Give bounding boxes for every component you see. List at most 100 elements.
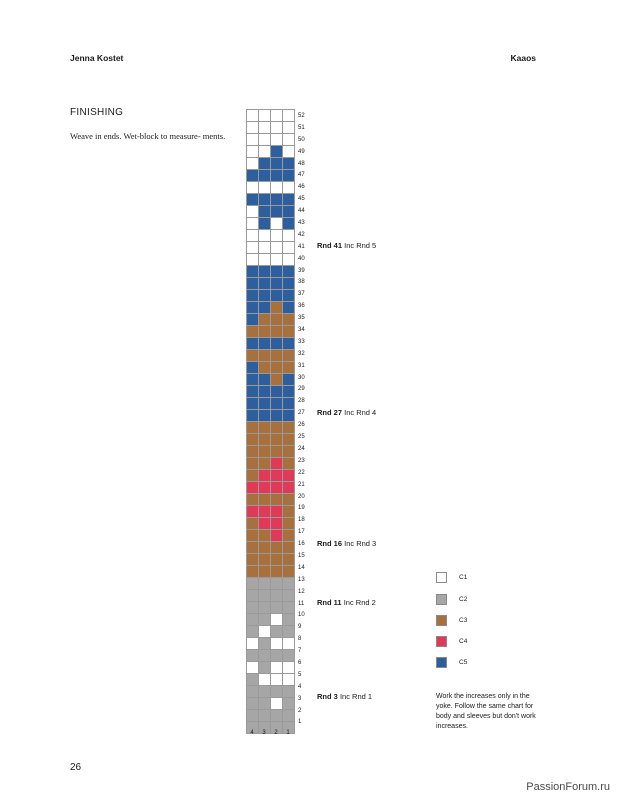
chart-cell bbox=[259, 578, 271, 590]
annotation-rnd-27: Rnd 27 Inc Rnd 4 bbox=[317, 408, 376, 417]
legend-swatch-c5 bbox=[436, 657, 447, 668]
chart-cell bbox=[247, 290, 259, 302]
chart-cell bbox=[259, 482, 271, 494]
chart-cell bbox=[247, 602, 259, 614]
chart-cell bbox=[247, 374, 259, 386]
chart-cell bbox=[271, 230, 283, 242]
chart-cell bbox=[283, 494, 295, 506]
row-number: 8 bbox=[298, 636, 302, 643]
chart-cell bbox=[259, 674, 271, 686]
page-number: 26 bbox=[70, 762, 82, 773]
chart-cell bbox=[259, 194, 271, 206]
chart-cell bbox=[283, 470, 295, 482]
chart-cell bbox=[247, 122, 259, 134]
chart-cell bbox=[271, 554, 283, 566]
chart-cell bbox=[247, 194, 259, 206]
row-number: 4 bbox=[298, 683, 302, 690]
chart-cell bbox=[247, 386, 259, 398]
chart-cell bbox=[259, 254, 271, 266]
chart-cell bbox=[247, 542, 259, 554]
chart-cell bbox=[271, 146, 283, 158]
chart-cell bbox=[247, 674, 259, 686]
row-number: 18 bbox=[298, 517, 305, 524]
chart-cell bbox=[259, 590, 271, 602]
chart-cell bbox=[259, 290, 271, 302]
annotation-rnd-16: Rnd 16 Inc Rnd 3 bbox=[317, 539, 376, 548]
row-numbers: 52 51 50 49 48 47 46 45 44 43 42 41 40 39 38 37 36 35 34 33… bbox=[298, 110, 305, 728]
chart-cell bbox=[271, 458, 283, 470]
row-number: 50 bbox=[298, 136, 305, 143]
chart-cell bbox=[271, 590, 283, 602]
chart-cell bbox=[283, 674, 295, 686]
chart-cell bbox=[247, 446, 259, 458]
chart-cell bbox=[247, 554, 259, 566]
chart-cell bbox=[271, 698, 283, 710]
chart-cell bbox=[247, 278, 259, 290]
chart-cell bbox=[259, 446, 271, 458]
column-number: 4 bbox=[250, 730, 254, 736]
chart-cell bbox=[271, 218, 283, 230]
row-number: 33 bbox=[298, 338, 305, 345]
chart-cell bbox=[271, 578, 283, 590]
chart-cell bbox=[283, 422, 295, 434]
chart-cell bbox=[271, 158, 283, 170]
legend-swatch-c4 bbox=[436, 636, 447, 647]
chart-cell bbox=[283, 722, 295, 734]
chart-cell bbox=[259, 350, 271, 362]
chart-cell bbox=[271, 350, 283, 362]
chart-cell bbox=[271, 278, 283, 290]
chart-cell bbox=[271, 434, 283, 446]
chart-cell bbox=[283, 458, 295, 470]
row-number: 44 bbox=[298, 208, 305, 215]
chart-cell bbox=[247, 242, 259, 254]
chart-cell bbox=[271, 254, 283, 266]
chart-cell bbox=[247, 266, 259, 278]
chart-cell bbox=[271, 242, 283, 254]
legend-label-c1: C1 bbox=[459, 574, 468, 581]
chart-cell bbox=[283, 542, 295, 554]
row-number: 42 bbox=[298, 231, 305, 238]
chart-cell bbox=[283, 170, 295, 182]
chart-cell bbox=[247, 218, 259, 230]
annotation-rnd-3: Rnd 3 Inc Rnd 1 bbox=[317, 692, 372, 701]
row-number: 17 bbox=[298, 529, 305, 536]
annotation-rnd-label: Rnd 3 bbox=[317, 692, 338, 701]
row-number: 22 bbox=[298, 469, 305, 476]
chart-cell bbox=[259, 314, 271, 326]
chart-cell bbox=[283, 146, 295, 158]
legend-swatch-c3 bbox=[436, 615, 447, 626]
chart-cell bbox=[271, 482, 283, 494]
chart-cell bbox=[283, 218, 295, 230]
row-number: 36 bbox=[298, 303, 305, 310]
annotation-rnd-41: Rnd 41 Inc Rnd 5 bbox=[317, 241, 376, 250]
chart-cell bbox=[283, 338, 295, 350]
chart-cell bbox=[247, 398, 259, 410]
chart-cell bbox=[247, 494, 259, 506]
row-number: 15 bbox=[298, 552, 305, 559]
row-number: 29 bbox=[298, 386, 305, 393]
author-name: Jenna Kostet bbox=[70, 53, 124, 63]
chart-cell bbox=[247, 254, 259, 266]
chart-cell bbox=[283, 194, 295, 206]
row-number: 5 bbox=[298, 671, 302, 678]
chart-cell bbox=[283, 362, 295, 374]
chart-cell bbox=[271, 674, 283, 686]
row-number: 23 bbox=[298, 457, 305, 464]
chart-cell bbox=[259, 506, 271, 518]
annotation-rnd-label: Rnd 27 bbox=[317, 408, 343, 417]
row-number: 51 bbox=[298, 124, 305, 131]
chart-cell bbox=[259, 686, 271, 698]
chart-cell bbox=[283, 554, 295, 566]
chart-cell bbox=[271, 338, 283, 350]
row-number: 27 bbox=[298, 410, 305, 417]
chart-cell bbox=[271, 518, 283, 530]
chart-cell bbox=[283, 206, 295, 218]
chart-cell bbox=[283, 434, 295, 446]
chart-cell bbox=[283, 446, 295, 458]
chart-cell bbox=[283, 266, 295, 278]
chart-cell bbox=[247, 350, 259, 362]
watermark: PassionForum.ru bbox=[526, 781, 610, 793]
chart-cell bbox=[271, 614, 283, 626]
chart-cell bbox=[247, 182, 259, 194]
annotation-rnd-11: Rnd 11 Inc Rnd 2 bbox=[317, 598, 376, 607]
